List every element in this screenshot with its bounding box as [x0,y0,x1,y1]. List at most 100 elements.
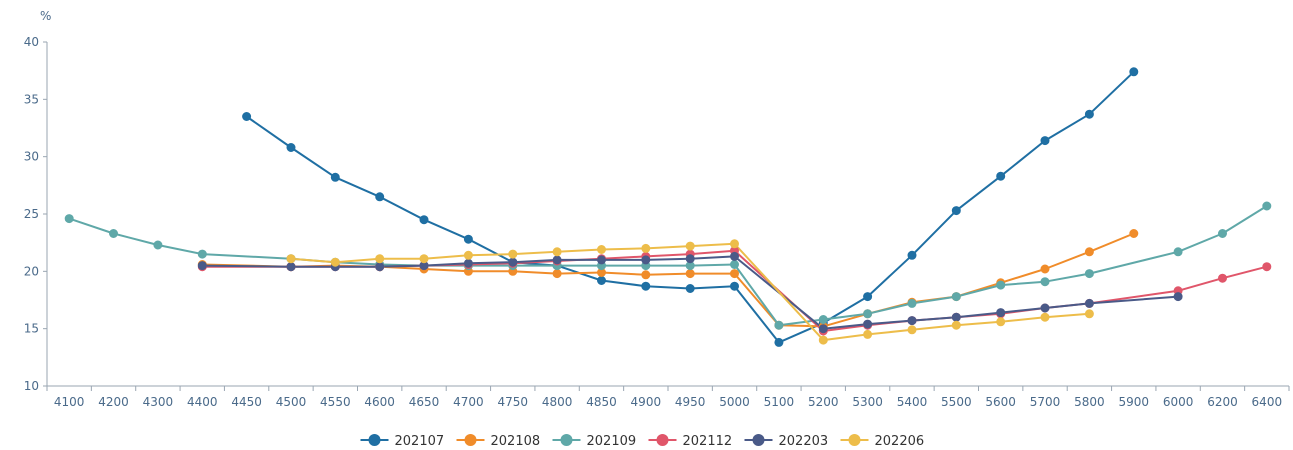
data-point-202107[interactable] [907,250,917,260]
legend-marker-202107 [368,434,381,446]
data-point-202203[interactable] [730,251,739,261]
data-point-202107[interactable] [685,284,695,293]
data-point-202107[interactable] [730,281,739,291]
data-point-202107[interactable] [641,281,651,291]
data-point-202203[interactable] [552,255,562,265]
data-point-202112[interactable] [1218,273,1227,283]
data-point-202203[interactable] [863,319,873,329]
legend-marker-202108 [464,434,477,446]
data-point-202206[interactable] [818,335,828,345]
data-point-202206[interactable] [419,254,429,264]
legend-marker-202109 [560,434,573,446]
data-point-202109[interactable] [818,315,828,324]
data-point-202108[interactable] [1040,264,1050,274]
data-point-202206[interactable] [1084,309,1094,319]
data-point-202109[interactable] [951,292,961,302]
data-point-202203[interactable] [286,262,296,272]
data-point-202109[interactable] [907,298,917,308]
data-point-202108[interactable] [685,269,695,279]
data-point-202203[interactable] [1084,298,1094,308]
x-tick-label: 4900 [631,395,662,409]
data-point-202109[interactable] [153,240,163,250]
x-tick-label: 5800 [1074,395,1105,409]
legend-item-202107[interactable]: 202107 [360,434,445,449]
data-point-202203[interactable] [508,257,518,267]
data-point-202203[interactable] [197,261,207,271]
legend-marker-202206 [848,434,861,446]
x-tick-label: 4300 [143,395,174,409]
data-point-202109[interactable] [1218,229,1227,238]
data-point-202107[interactable] [996,171,1006,181]
data-point-202203[interactable] [996,308,1006,318]
legend-item-202203[interactable]: 202203 [744,434,829,449]
data-point-202109[interactable] [996,280,1006,290]
data-point-202206[interactable] [863,329,873,339]
data-point-202206[interactable] [951,320,961,330]
data-point-202206[interactable] [685,241,695,251]
x-tick-label: 5100 [764,395,795,409]
data-point-202107[interactable] [597,276,606,285]
x-tick-label: 5600 [985,395,1016,409]
legend-item-202206[interactable]: 202206 [840,434,925,449]
data-point-202203[interactable] [463,258,473,268]
data-point-202107[interactable] [1084,109,1094,119]
legend-item-202112[interactable]: 202112 [648,434,733,449]
data-point-202109[interactable] [863,309,873,319]
data-point-202109[interactable] [1262,201,1272,211]
data-point-202108[interactable] [641,270,651,280]
data-point-202107[interactable] [774,337,784,347]
data-point-202112[interactable] [1262,262,1272,272]
data-point-202107[interactable] [1129,67,1139,77]
data-point-202107[interactable] [330,172,340,182]
data-point-202206[interactable] [463,250,473,260]
data-point-202109[interactable] [1173,247,1183,257]
data-point-202206[interactable] [641,243,651,253]
data-point-202203[interactable] [907,316,917,326]
data-point-202107[interactable] [242,112,252,121]
x-tick-label: 4100 [54,395,85,409]
data-point-202107[interactable] [463,234,473,244]
data-point-202206[interactable] [286,254,296,264]
data-point-202108[interactable] [1084,247,1094,257]
data-point-202107[interactable] [286,143,296,152]
data-point-202107[interactable] [951,206,961,216]
data-point-202109[interactable] [1084,269,1094,279]
data-point-202107[interactable] [1040,136,1050,146]
data-point-202206[interactable] [996,317,1006,327]
data-point-202206[interactable] [597,245,606,254]
data-point-202109[interactable] [1040,277,1050,287]
legend-item-202109[interactable]: 202109 [552,434,637,449]
data-point-202107[interactable] [419,215,429,225]
data-point-202109[interactable] [64,214,74,224]
data-point-202203[interactable] [1173,292,1183,302]
data-point-202203[interactable] [685,254,695,264]
x-tick-label: 4950 [675,395,706,409]
data-point-202109[interactable] [109,229,118,238]
data-point-202203[interactable] [597,255,606,265]
data-point-202109[interactable] [197,249,207,259]
data-point-202206[interactable] [375,254,385,264]
data-point-202206[interactable] [330,257,340,267]
data-point-202206[interactable] [730,239,739,249]
data-point-202206[interactable] [508,249,518,259]
data-point-202206[interactable] [1040,312,1050,322]
legend-item-202108[interactable]: 202108 [456,434,541,449]
y-tick-label: 30 [24,150,39,164]
data-point-202203[interactable] [375,262,385,272]
data-point-202108[interactable] [552,269,562,279]
data-point-202203[interactable] [1040,303,1050,313]
legend[interactable]: 202107 202108 202109 202112 202203 202206 [360,434,925,449]
data-point-202206[interactable] [907,325,917,335]
data-point-202107[interactable] [375,192,385,202]
data-point-202206[interactable] [552,247,562,257]
data-point-202203[interactable] [818,324,828,334]
data-point-202203[interactable] [641,255,651,265]
data-point-202109[interactable] [774,320,784,330]
data-point-202107[interactable] [863,292,873,302]
data-point-202203[interactable] [951,312,961,322]
data-point-202108[interactable] [1129,229,1139,238]
data-point-202108[interactable] [730,269,739,279]
data-point-202109[interactable] [730,260,739,269]
x-tick-label: 4700 [453,395,484,409]
